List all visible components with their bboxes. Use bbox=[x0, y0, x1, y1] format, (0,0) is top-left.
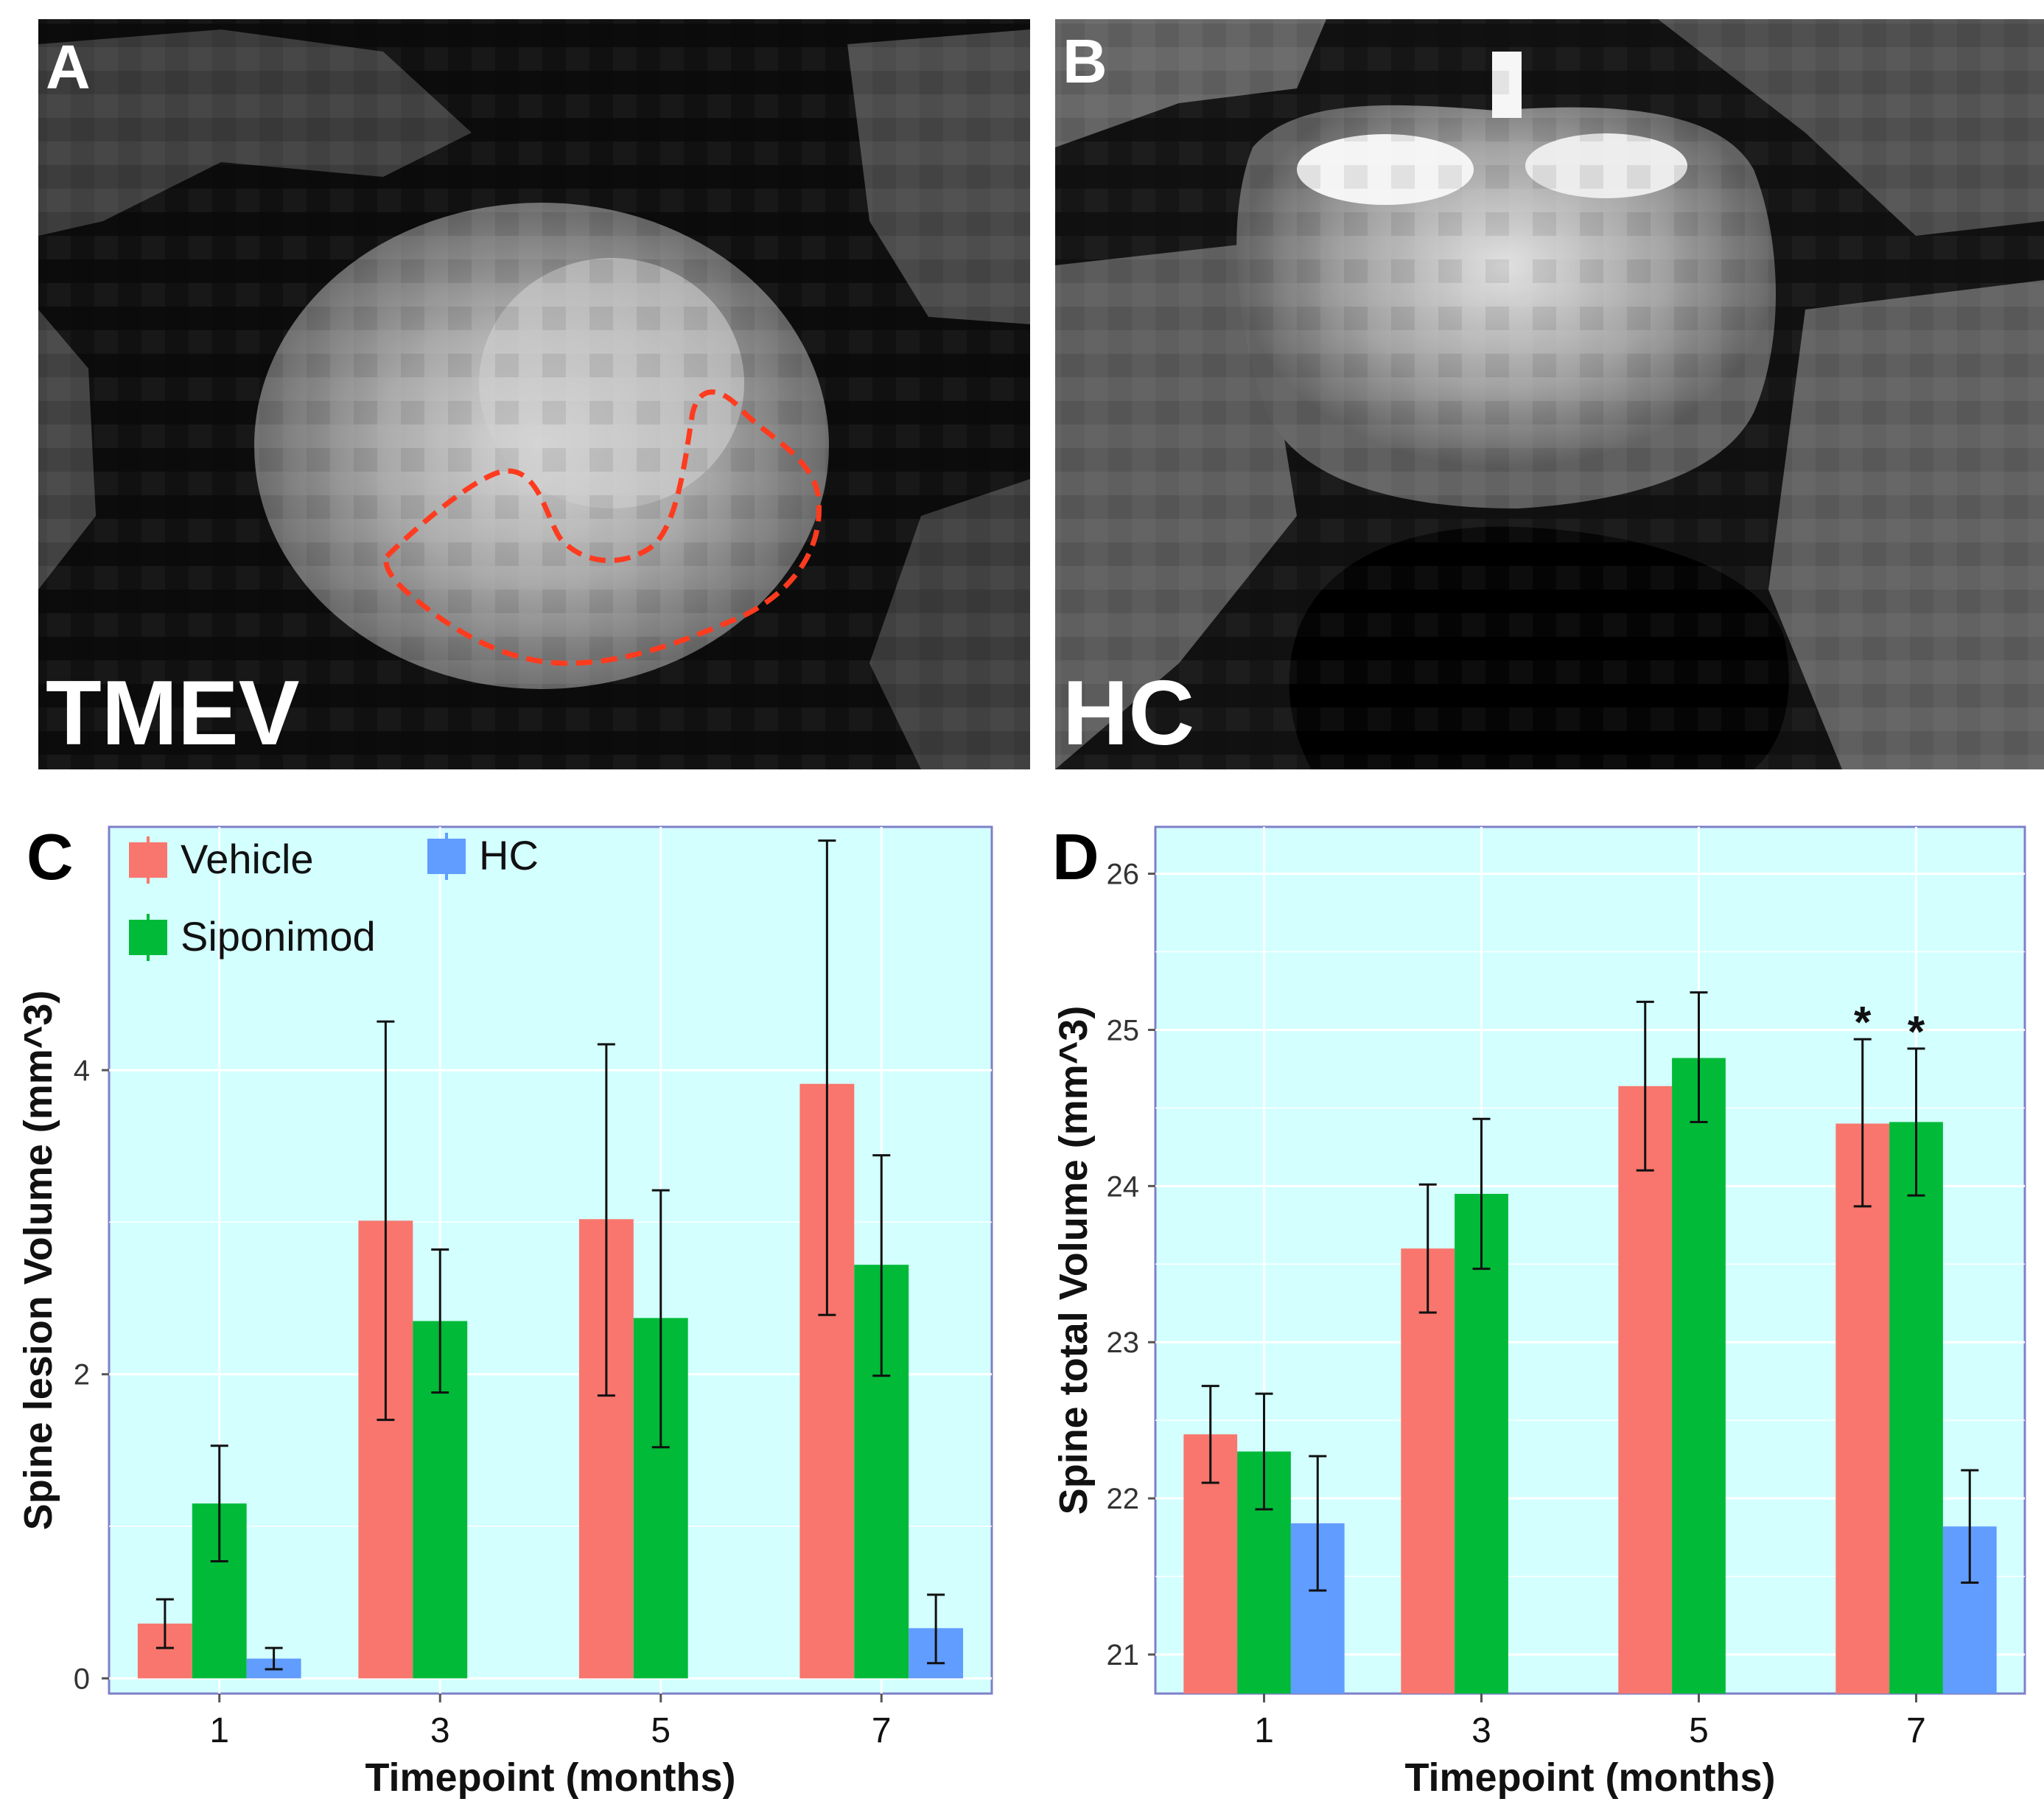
y-tick-label: 4 bbox=[74, 1055, 90, 1087]
significance-star: * bbox=[1908, 1007, 1925, 1056]
y-tick-label: 21 bbox=[1107, 1639, 1140, 1671]
panel-c-letter: C bbox=[27, 820, 74, 893]
bar-siponimod-3 bbox=[1455, 1193, 1508, 1694]
bar-vehicle-3 bbox=[1401, 1248, 1455, 1694]
bar-siponimod-7 bbox=[1889, 1122, 1943, 1694]
x-tick-label: 5 bbox=[651, 1711, 671, 1750]
y-axis-title: Spine total Volume (mm^3) bbox=[1051, 1006, 1096, 1515]
y-tick-label: 22 bbox=[1107, 1483, 1140, 1515]
y-tick-label: 23 bbox=[1107, 1327, 1140, 1359]
panel-b-label: HC bbox=[1063, 663, 1194, 764]
chart-c: 0 2 4 1 3 5 7 Timepoint (months) Spine lesion Vo… bbox=[16, 825, 993, 1800]
panel-b-letter: B bbox=[1063, 27, 1107, 96]
legend-label-vehicle: Vehicle bbox=[181, 836, 314, 882]
x-tick-label: 7 bbox=[872, 1711, 892, 1750]
panel-a-label: TMEV bbox=[46, 663, 299, 764]
y-tick-label: 2 bbox=[74, 1359, 90, 1391]
y-tick-label: 25 bbox=[1107, 1014, 1140, 1046]
panel-a-mri bbox=[38, 19, 1030, 769]
bar-vehicle-5 bbox=[1618, 1086, 1673, 1694]
lesion-outline bbox=[383, 389, 822, 666]
x-tick-label: 3 bbox=[430, 1711, 450, 1750]
y-tick-label: 26 bbox=[1107, 859, 1140, 891]
x-tick-label: 7 bbox=[1906, 1711, 1926, 1750]
x-tick-label: 1 bbox=[209, 1711, 229, 1750]
significance-star: * bbox=[1854, 998, 1872, 1047]
bar-vehicle-7 bbox=[1835, 1123, 1890, 1694]
y-axis-title: Spine lesion Volume (mm^3) bbox=[16, 990, 60, 1531]
chart-d: * * 21 22 23 24 25 26 1 3 5 7 Timepoint (months) Spin… bbox=[1051, 825, 2026, 1800]
bar-siponimod-5 bbox=[1672, 1058, 1726, 1694]
x-tick-label: 5 bbox=[1689, 1711, 1709, 1750]
legend-label-hc: HC bbox=[479, 832, 539, 878]
x-tick-label: 1 bbox=[1254, 1711, 1274, 1750]
legend-label-siponimod: Siponimod bbox=[181, 913, 376, 960]
y-tick-label: 0 bbox=[74, 1663, 90, 1695]
panel-d-letter: D bbox=[1052, 820, 1099, 893]
x-axis-title: Timepoint (months) bbox=[1405, 1755, 1776, 1800]
panel-b-mri bbox=[1055, 19, 2044, 769]
panel-a-letter: A bbox=[46, 32, 91, 102]
y-tick-label: 24 bbox=[1107, 1170, 1140, 1203]
x-tick-label: 3 bbox=[1471, 1711, 1491, 1750]
x-axis-title: Timepoint (months) bbox=[365, 1755, 736, 1800]
